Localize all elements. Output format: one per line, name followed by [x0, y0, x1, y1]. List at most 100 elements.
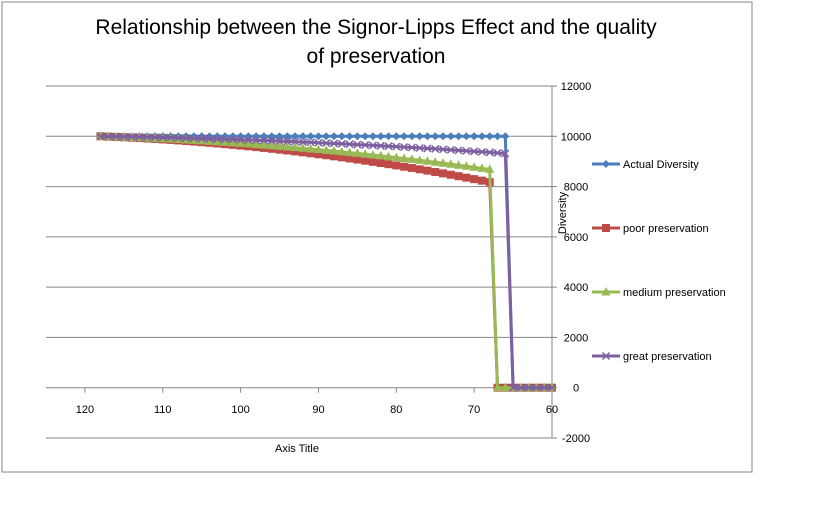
data-point	[477, 176, 486, 185]
data-point	[415, 165, 424, 174]
data-point	[259, 136, 268, 145]
data-point	[438, 158, 448, 167]
legend: Actual Diversity poor preservation medium …	[592, 159, 726, 363]
data-point	[400, 143, 409, 152]
data-point	[314, 138, 323, 147]
data-point	[337, 146, 347, 156]
x-tick-label: 60	[546, 404, 558, 416]
data-point	[384, 160, 393, 169]
data-point	[252, 136, 261, 145]
y-tick-label: 12000	[561, 81, 592, 93]
data-point	[430, 157, 440, 166]
data-point	[469, 162, 479, 171]
data-point	[376, 132, 385, 141]
x-axis-title: Axis Title	[275, 443, 319, 455]
x-tick-label: 80	[390, 404, 402, 416]
data-point	[321, 145, 331, 154]
data-point	[361, 140, 370, 150]
data-point	[353, 155, 362, 164]
data-point	[322, 132, 331, 141]
data-point	[384, 151, 394, 161]
data-point	[493, 148, 502, 157]
data-point	[220, 137, 230, 146]
data-point	[415, 143, 424, 153]
data-point	[415, 132, 424, 141]
data-point	[461, 161, 471, 170]
data-point	[204, 136, 214, 145]
data-point	[251, 139, 261, 149]
data-point	[197, 135, 207, 145]
data-point	[399, 153, 409, 163]
data-point	[291, 132, 300, 141]
data-point	[540, 383, 549, 392]
data-point	[391, 152, 401, 162]
data-point	[470, 147, 479, 156]
data-point	[322, 139, 331, 148]
data-point	[407, 163, 416, 172]
x-tick-label: 100	[231, 404, 249, 416]
data-point	[290, 142, 300, 152]
data-point	[454, 132, 463, 141]
data-point	[415, 155, 425, 164]
data-point	[135, 132, 144, 141]
data-point	[166, 133, 175, 142]
data-point	[368, 132, 377, 141]
data-point	[439, 169, 448, 178]
data-point	[500, 382, 510, 392]
data-point	[174, 133, 183, 142]
data-point	[244, 135, 253, 144]
data-point	[407, 143, 416, 152]
series-group	[95, 131, 557, 392]
data-point	[493, 382, 503, 392]
data-point	[205, 134, 214, 143]
data-point	[431, 167, 440, 176]
legend-marker	[601, 287, 611, 296]
data-point	[322, 151, 331, 160]
legend-label: medium preservation	[623, 287, 726, 299]
legend-marker	[602, 224, 610, 232]
legend-item-2: medium preservation	[592, 287, 726, 299]
legend-item-3: great preservation	[592, 351, 712, 363]
data-point	[298, 148, 307, 157]
data-point	[345, 147, 355, 157]
x-tick-label: 70	[468, 404, 480, 416]
legend-item-0: Actual Diversity	[592, 159, 699, 171]
data-point	[275, 141, 285, 150]
data-point	[298, 132, 307, 141]
data-point	[485, 164, 495, 173]
legend-item-1: poor preservation	[592, 223, 709, 235]
data-point	[438, 145, 448, 154]
data-point	[454, 160, 464, 169]
y-tick-label: 6000	[564, 232, 588, 244]
data-point	[547, 383, 557, 392]
data-point	[376, 150, 386, 160]
data-point	[368, 150, 378, 159]
data-point	[392, 142, 401, 151]
data-point	[439, 132, 448, 141]
data-point	[330, 132, 339, 141]
data-point	[423, 144, 432, 153]
data-point	[400, 162, 409, 171]
data-point	[352, 148, 362, 157]
data-point	[431, 144, 440, 153]
data-point	[516, 383, 525, 392]
x-tick-label: 90	[312, 404, 324, 416]
data-point	[119, 132, 128, 141]
data-point	[400, 132, 409, 141]
data-point	[228, 135, 237, 144]
data-point	[462, 132, 471, 141]
data-point	[454, 172, 463, 181]
x-tick-label: 110	[154, 404, 172, 416]
data-point	[485, 132, 494, 141]
data-point	[477, 163, 487, 172]
data-point	[306, 138, 315, 147]
data-point	[532, 383, 541, 392]
data-point	[446, 159, 456, 168]
data-point	[501, 149, 510, 158]
data-point	[150, 133, 160, 142]
data-point	[306, 143, 316, 153]
data-point	[96, 132, 105, 141]
data-point	[446, 145, 455, 154]
y-tick-label: 4000	[564, 282, 588, 294]
